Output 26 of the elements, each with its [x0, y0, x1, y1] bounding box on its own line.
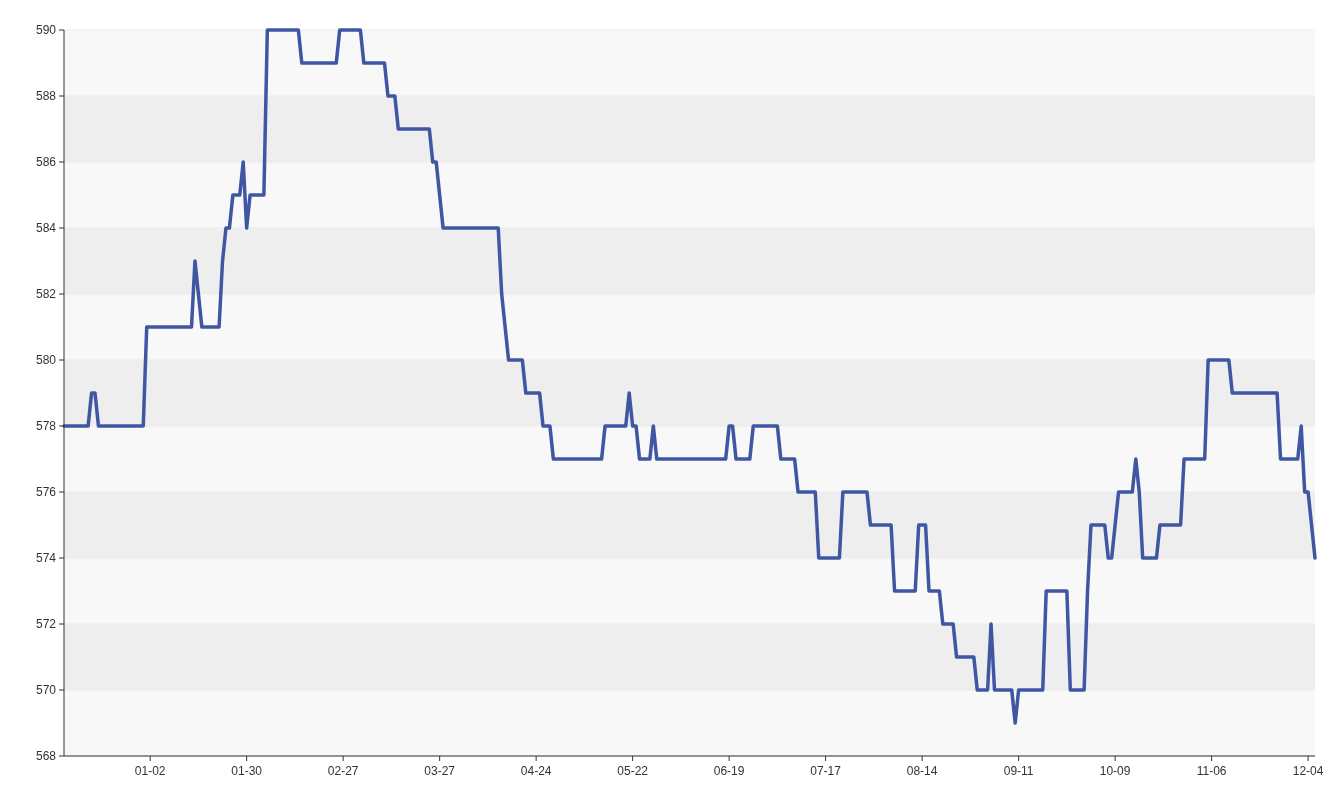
- y-tick-label: 578: [35, 419, 57, 434]
- y-tick-label: 584: [35, 221, 57, 236]
- y-tick-label: 576: [35, 485, 57, 500]
- x-tick-label: 10-09: [1099, 764, 1131, 778]
- y-tick-label: 588: [35, 89, 57, 104]
- x-tick-label: 03-27: [424, 764, 456, 778]
- x-tick-label: 11-06: [1196, 764, 1227, 778]
- y-tick-label: 568: [35, 749, 57, 764]
- x-tick-label: 12-04: [1292, 764, 1324, 778]
- x-tick-label: 09-11: [1003, 764, 1034, 778]
- x-tick-label: 06-19: [713, 764, 745, 778]
- line-series: [62, 28, 1317, 725]
- x-tick-label: 02-27: [327, 764, 359, 778]
- x-tick-label: 04-24: [520, 764, 552, 778]
- x-tick-label: 07-17: [810, 764, 842, 778]
- y-tick-label: 572: [35, 617, 57, 632]
- y-tick-label: 574: [35, 551, 57, 566]
- x-tick-label: 01-30: [231, 764, 263, 778]
- y-tick-label: 570: [35, 683, 57, 698]
- y-tick-label: 586: [35, 155, 57, 170]
- x-tick-label: 08-14: [906, 764, 938, 778]
- x-tick-label: 05-22: [617, 764, 649, 778]
- y-tick-label: 582: [35, 287, 57, 302]
- x-tick-label: 01-02: [134, 764, 166, 778]
- y-tick-label: 580: [35, 353, 57, 368]
- y-tick-label: 590: [35, 23, 57, 38]
